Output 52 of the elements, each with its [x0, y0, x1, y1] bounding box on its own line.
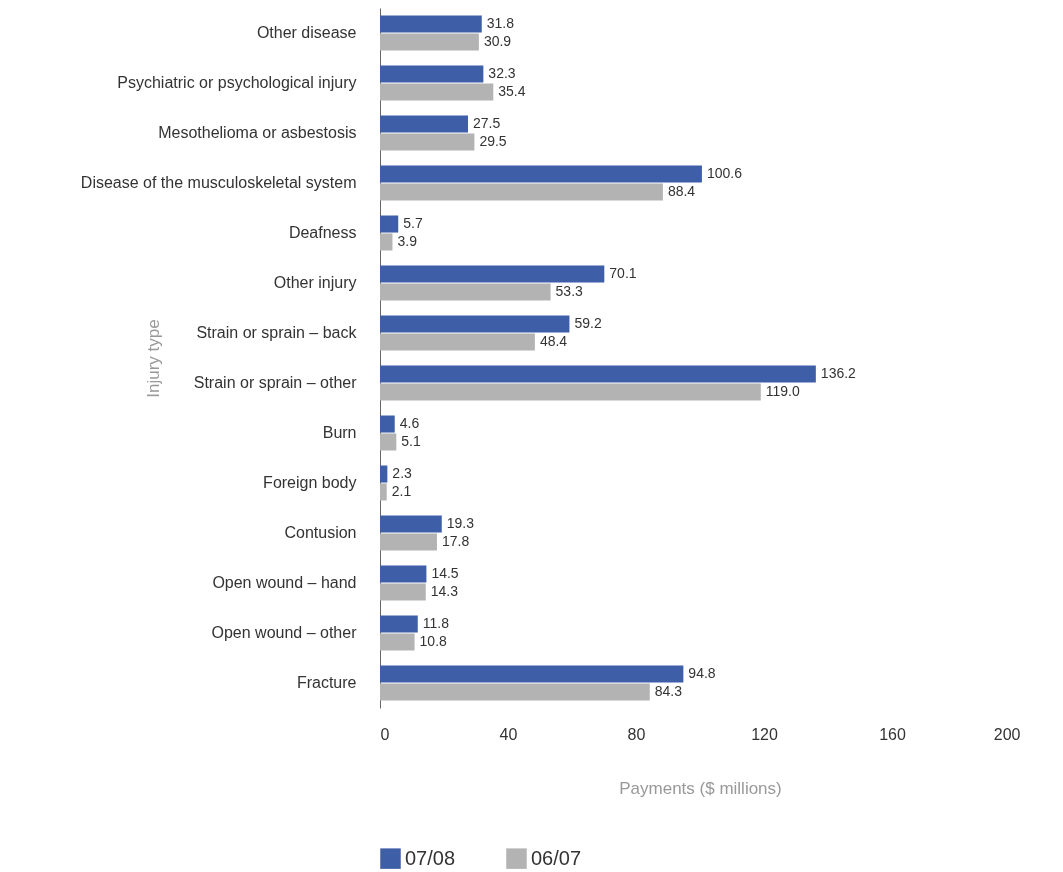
y-tick-label: Foreign body [263, 474, 357, 491]
y-tick-label: Other injury [273, 274, 357, 291]
x-tick-label: 200 [993, 725, 1021, 743]
data-label: 48.4 [539, 332, 568, 349]
data-label: 88.4 [667, 182, 696, 199]
data-label: 30.9 [483, 32, 512, 49]
y-tick-label: Mesothelioma or asbestosis [158, 124, 357, 141]
data-label: 32.3 [488, 65, 516, 82]
data-label: 5.1 [401, 432, 421, 449]
y-tick-label: Fracture [296, 674, 357, 691]
y-tick-label: Other disease [256, 24, 357, 41]
data-label: 2.3 [392, 465, 413, 482]
data-label: 119.0 [765, 382, 801, 399]
data-label: 2.1 [391, 482, 412, 499]
x-tick-label: 80 [627, 725, 646, 743]
y-tick-label: Strain or sprain – back [196, 324, 358, 341]
data-label: 11.8 [422, 615, 450, 632]
legend-label: 06/07 [531, 846, 582, 869]
data-label: 4.6 [399, 415, 420, 432]
data-label: 84.3 [654, 682, 683, 699]
x-tick-label: 40 [499, 725, 518, 743]
y-tick-label: Burn [322, 424, 357, 441]
y-tick-label: Strain or sprain – other [193, 374, 358, 391]
y-tick-label: Deafness [288, 224, 357, 241]
x-tick-label: 160 [879, 725, 906, 743]
legend-label: 07/08 [405, 846, 456, 869]
data-label: 59.2 [574, 315, 602, 332]
data-label: 5.7 [403, 215, 423, 232]
data-label: 94.8 [688, 665, 716, 682]
data-label: 70.1 [609, 265, 637, 282]
data-label: 136.2 [820, 365, 857, 382]
y-axis-title: Injury type [143, 319, 163, 398]
x-tick-label: 120 [751, 725, 778, 743]
data-label: 14.5 [431, 565, 459, 582]
data-label: 35.4 [498, 82, 526, 99]
data-label: 19.3 [446, 515, 475, 532]
data-label: 29.5 [479, 132, 507, 149]
y-tick-label: Disease of the musculoskeletal system [80, 174, 357, 191]
data-label: 14.3 [430, 582, 459, 599]
data-label: 100.6 [706, 165, 743, 182]
x-tick-label: 0 [380, 725, 390, 743]
data-label: 3.9 [397, 232, 418, 249]
y-tick-label: Open wound – hand [212, 574, 357, 591]
data-label: 31.8 [486, 15, 515, 32]
x-axis-title: Payments ($ millions) [619, 778, 782, 798]
y-tick-label: Psychiatric or psychological injury [117, 74, 357, 91]
y-tick-label: Open wound – other [211, 624, 358, 641]
data-label: 17.8 [441, 532, 470, 549]
y-tick-label: Contusion [284, 524, 357, 541]
data-label: 27.5 [473, 115, 501, 132]
data-label: 10.8 [419, 632, 448, 649]
data-label: 53.3 [555, 282, 584, 299]
